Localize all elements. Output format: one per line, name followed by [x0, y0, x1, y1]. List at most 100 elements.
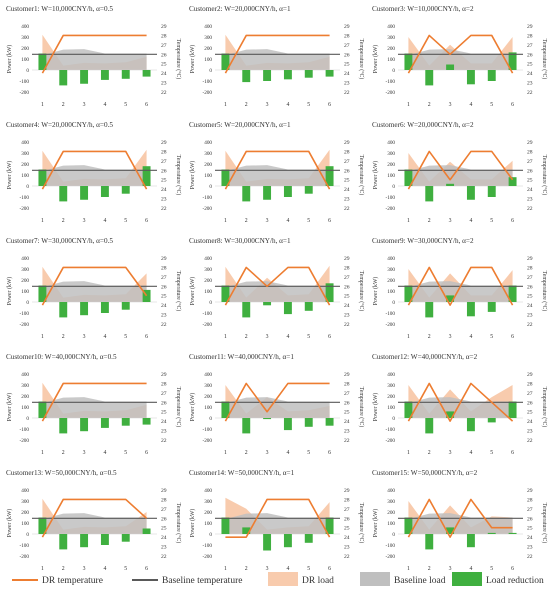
dr-temperature-line	[41, 34, 147, 74]
y-left-tick-label: 200	[204, 46, 212, 52]
load-reduction-bar	[325, 283, 334, 302]
load-reduction-bar	[142, 418, 151, 425]
load-reduction-bar	[304, 534, 313, 543]
load-reduction-bar	[263, 186, 272, 200]
y-right-tick-label: 23	[344, 545, 350, 551]
y-left-tick-label: 300	[387, 267, 395, 273]
y-right-tick-label: 29	[344, 256, 350, 262]
y-left-tick-label: -200	[385, 554, 395, 560]
y-right-axis-title: Temperature (°C)	[175, 155, 182, 196]
y-right-tick-label: 25	[344, 294, 350, 300]
x-tick-label: 6	[328, 102, 331, 108]
load-reduction-bar	[487, 70, 496, 81]
y-left-tick-label: -200	[202, 438, 212, 444]
y-right-axis-title: Temperature (°C)	[541, 387, 548, 428]
panel-title: Customer15: W=50,000CNY/h, α=2	[372, 469, 478, 477]
panel-title: Customer10: W=40,000CNY/h, α=0.5	[6, 353, 117, 361]
x-tick-label: 1	[224, 218, 227, 224]
load-reduction-bar	[242, 527, 251, 534]
x-tick-label: 3	[449, 102, 452, 108]
y-left-tick-label: 300	[204, 151, 212, 157]
y-left-tick-label: -100	[202, 543, 212, 549]
dr-temperature-line	[407, 150, 514, 190]
x-tick-label: 1	[224, 566, 227, 572]
x-tick-label: 1	[224, 102, 227, 108]
y-left-tick-label: 100	[21, 57, 29, 63]
x-tick-label: 3	[449, 566, 452, 572]
y-left-tick-label: 400	[21, 256, 29, 262]
panel-customer4: Customer4: W=20,000CNY/h, α=0.5 400 300 200…	[6, 121, 182, 224]
x-tick-label: 1	[407, 566, 410, 572]
load-reduction-bar	[121, 302, 130, 310]
x-tick-label: 2	[245, 334, 248, 340]
x-tick-label: 5	[490, 218, 493, 224]
x-tick-label: 3	[83, 218, 86, 224]
dr-temperature-line	[224, 266, 331, 306]
panel-customer12: Customer12: W=40,000CNY/h, α=2 400 300 200 1…	[372, 353, 548, 456]
y-right-tick-label: 25	[527, 410, 533, 416]
y-left-tick-label: 100	[204, 405, 212, 411]
x-tick-label: 4	[469, 218, 472, 224]
y-right-axis-title: Temperature (°C)	[358, 387, 365, 428]
load-reduction-bar	[304, 302, 313, 311]
x-tick-label: 1	[224, 334, 227, 340]
y-left-tick-label: -200	[202, 90, 212, 96]
x-tick-label: 5	[124, 566, 127, 572]
x-tick-label: 3	[83, 334, 86, 340]
y-left-tick-label: 400	[204, 24, 212, 30]
y-left-tick-label: 100	[204, 521, 212, 527]
y-left-tick-label: 100	[387, 173, 395, 179]
y-left-tick-label: -100	[19, 79, 29, 85]
y-left-tick-label: 400	[204, 488, 212, 494]
y-right-tick-label: 29	[527, 256, 533, 262]
y-left-tick-label: -100	[202, 195, 212, 201]
load-reduction-bar	[487, 302, 496, 312]
x-tick-label: 6	[145, 218, 148, 224]
load-reduction-bar	[121, 186, 130, 194]
load-reduction-bar	[38, 169, 47, 186]
y-right-tick-label: 27	[161, 275, 167, 281]
x-tick-label: 4	[286, 334, 289, 340]
y-left-axis-title: Power (kW)	[372, 161, 379, 190]
baseline-load-area	[225, 281, 330, 302]
baseline-load-area	[42, 49, 147, 70]
y-left-tick-label: 300	[21, 499, 29, 505]
load-reduction-bar	[425, 534, 434, 550]
y-right-tick-label: 27	[344, 507, 350, 513]
panel-title: Customer1: W=10,000CNY/h, α=0.5	[6, 5, 113, 13]
y-right-tick-label: 28	[161, 497, 167, 503]
legend-item-baseline-temperature: Baseline temperature	[132, 576, 242, 586]
x-tick-label: 4	[286, 450, 289, 456]
y-right-tick-label: 29	[527, 488, 533, 494]
y-left-tick-label: -100	[385, 195, 395, 201]
y-right-tick-label: 27	[527, 391, 533, 397]
y-right-tick-label: 27	[344, 43, 350, 49]
y-right-tick-label: 25	[344, 526, 350, 532]
x-tick-label: 6	[511, 334, 514, 340]
baseline-load-area	[42, 513, 147, 534]
y-left-tick-label: 300	[204, 383, 212, 389]
load-reduction-bar	[221, 53, 230, 70]
y-left-tick-label: 100	[204, 173, 212, 179]
y-left-tick-label: 300	[204, 267, 212, 273]
y-right-tick-label: 29	[161, 256, 167, 262]
y-left-tick-label: 200	[387, 510, 395, 516]
x-tick-label: 5	[490, 450, 493, 456]
x-tick-label: 5	[124, 334, 127, 340]
panel-title: Customer12: W=40,000CNY/h, α=2	[372, 353, 478, 361]
legend-swatch	[452, 572, 482, 586]
y-left-tick-label: -100	[19, 195, 29, 201]
y-right-tick-label: 24	[527, 535, 533, 541]
x-tick-label: 1	[407, 102, 410, 108]
y-right-tick-label: 29	[527, 372, 533, 378]
x-tick-label: 3	[83, 566, 86, 572]
y-right-tick-label: 22	[161, 554, 167, 560]
y-left-tick-label: -200	[202, 322, 212, 328]
y-right-axis-title: Temperature (°C)	[541, 39, 548, 80]
load-reduction-bar	[487, 418, 496, 423]
y-left-tick-label: 200	[204, 162, 212, 168]
load-reduction-bar	[487, 186, 496, 197]
panel-title: Customer3: W=10,000CNY/h, α=2	[372, 5, 474, 13]
y-right-tick-label: 25	[161, 294, 167, 300]
load-reduction-bar	[59, 186, 68, 202]
